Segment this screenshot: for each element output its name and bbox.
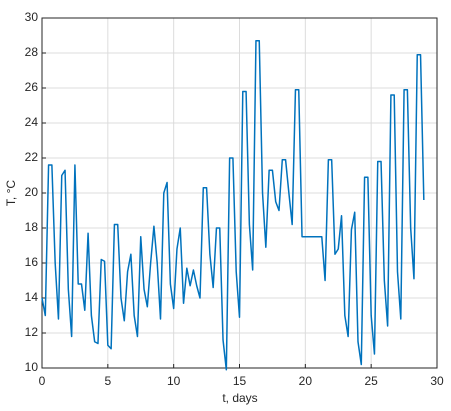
plot-frame [41,17,438,369]
x-tick-label: 20 [299,374,313,388]
y-tick-label: 30 [25,10,39,24]
y-tick-label: 10 [25,360,39,374]
x-tick-label: 25 [364,374,378,388]
y-tick-label: 14 [25,290,39,304]
y-tick-label: 18 [25,220,39,234]
y-tick-label: 26 [25,80,39,94]
y-tick-label: 20 [25,185,39,199]
y-tick-label: 24 [25,115,39,129]
y-tick-label: 12 [25,325,39,339]
y-axis-label: T, °C [4,180,18,206]
x-tick-label: 10 [167,374,181,388]
y-tick-label: 28 [25,45,39,59]
x-axis-label: t, days [222,391,257,405]
y-tick-label: 22 [25,150,39,164]
x-tick-label: 5 [104,374,111,388]
x-tick-label: 15 [233,374,247,388]
y-tick-label: 16 [25,255,39,269]
x-tick-label: 0 [39,374,46,388]
x-tick-label: 30 [430,374,444,388]
data-line [41,40,425,371]
